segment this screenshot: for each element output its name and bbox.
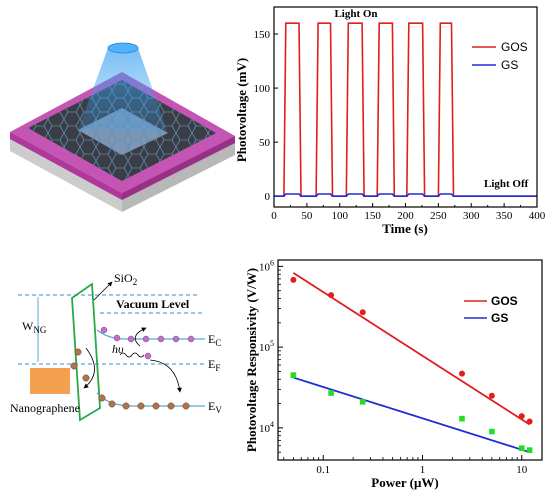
- chart1-x-axis-label: Time (s): [382, 221, 428, 236]
- wng-label: WNG: [22, 319, 47, 335]
- chart2-point-gs: [526, 447, 533, 453]
- ev-label: EV: [208, 399, 222, 415]
- hv-label: hυ: [112, 342, 124, 356]
- chart2-x-tick-label: 0.1: [316, 464, 330, 476]
- chart2-point-gos: [458, 370, 465, 377]
- chart2-point-gos: [518, 413, 525, 420]
- chart1-x-tick-label: 200: [397, 210, 414, 222]
- transfer-arrow: [134, 327, 147, 347]
- chart2-y-tick-label: 106: [259, 258, 274, 273]
- valence-holes: [70, 348, 190, 410]
- chart2-point-gos: [526, 418, 533, 425]
- vacuum-level-label: Vacuum Level: [116, 297, 190, 311]
- chart1-x-tick-label: 300: [463, 210, 480, 222]
- chart2-fit-line-gs: [293, 376, 530, 454]
- chart1-series-line-gs: [274, 193, 537, 197]
- chart1-y-tick-label: 150: [254, 29, 271, 41]
- chart2-x-tick-label: 1: [420, 464, 426, 476]
- chart1-x-tick-label: 400: [529, 210, 546, 222]
- sio2-pointer: [93, 281, 113, 301]
- chart2-point-gs: [328, 390, 334, 396]
- chart-photovoltage-time: 0 50 100 150 200 250 300 350 400 0 50 100 150 Light …: [234, 6, 546, 236]
- substrate-edge-left: [10, 132, 122, 200]
- chart2-point-gs: [359, 399, 366, 405]
- chart1-y-tick-label: 50: [259, 137, 271, 149]
- chart1-x-tick-label: 50: [301, 210, 313, 222]
- device-illustration: [10, 42, 235, 212]
- chart2-y-axis-label: Photovoltage Responsivity (V/W): [244, 268, 259, 452]
- light-source-icon: [107, 42, 139, 54]
- tunneling-arrow: [83, 347, 95, 389]
- nanographene-label: Nanographene: [10, 401, 80, 415]
- chart2-point-gos: [359, 309, 366, 316]
- band-diagram: SiO2 Vacuum Level WNG hυ EC EF EV Nanogr…: [10, 271, 222, 422]
- chart1-y-tick-label: 100: [254, 83, 271, 95]
- ef-label: EF: [208, 357, 220, 373]
- chart1-x-tick-label: 350: [496, 210, 513, 222]
- chart2-x-tick-label: 10: [516, 464, 528, 476]
- chart1-x-tick-label: 150: [364, 210, 381, 222]
- substrate-edge-right: [122, 136, 235, 200]
- chart2-legend-label-gos: GOS: [491, 294, 518, 308]
- sio2-barrier: [71, 282, 101, 422]
- conduction-electrons: [100, 326, 195, 360]
- chart2-x-axis-label: Power (μW): [371, 475, 438, 490]
- chart2-point-gs: [459, 415, 465, 422]
- sio2-label: SiO2: [114, 271, 137, 287]
- nanographene-block: [30, 368, 70, 394]
- chart2-y-tick-label: 104: [259, 420, 274, 435]
- chart2-y-tick-label: 105: [259, 339, 274, 354]
- chart2-point-gos: [488, 392, 495, 399]
- chart1-x-tick-label: 0: [271, 210, 277, 222]
- photoexcitation-wave: [119, 352, 145, 358]
- chart2-point-gs: [518, 445, 525, 452]
- conduction-band: [96, 329, 205, 340]
- chart1-annotation-light-on: Light On: [334, 8, 377, 20]
- chart1-annotation-light-off: Light Off: [484, 178, 529, 190]
- chart1-x-tick-label: 250: [430, 210, 447, 222]
- chart1-frame: [273, 6, 538, 208]
- chart2-frame: [277, 259, 543, 461]
- light-beam: [78, 48, 168, 133]
- ec-label: EC: [208, 332, 221, 348]
- chart-responsivity-power: 0.1 1 10 104 105 106 GOS GS Power (μW) Photov…: [244, 258, 543, 490]
- chart1-y-tick-label: 0: [265, 191, 271, 203]
- chart2-legend: GOS GS: [464, 294, 518, 325]
- chart2-point-gos: [328, 292, 335, 299]
- chart1-y-axis-label: Photovoltage (mV): [234, 58, 249, 162]
- chart2-point-gs: [290, 372, 297, 378]
- chart1-x-tick-label: 100: [332, 210, 349, 222]
- chart1-series-line-gos: [274, 22, 537, 197]
- relaxation-arrow: [149, 359, 182, 393]
- chart1-legend-label-gs: GS: [501, 58, 518, 72]
- chart1-legend: GOS GS: [472, 40, 528, 72]
- chart2-fit-line-gos: [292, 272, 531, 426]
- chart2-legend-label-gs: GS: [491, 311, 508, 325]
- chart1-legend-label-gos: GOS: [501, 40, 528, 54]
- chart2-point-gs: [489, 428, 495, 435]
- chart2-point-gos: [290, 276, 297, 283]
